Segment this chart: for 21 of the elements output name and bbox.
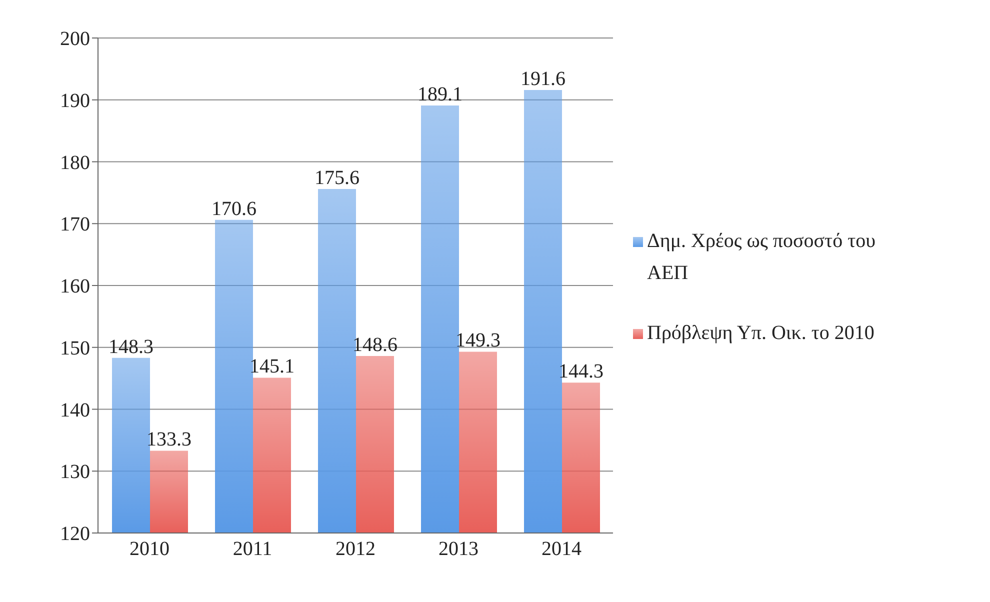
y-tick-label: 150 (60, 337, 90, 360)
data-label: 189.1 (418, 83, 462, 106)
y-tick-label: 170 (60, 214, 90, 236)
data-label: 191.6 (520, 68, 566, 90)
legend-label: Πρόβλεψη Υπ. Οικ. το 2010 (647, 320, 874, 346)
x-tick-label: 2014 (542, 538, 582, 560)
data-label: 148.3 (108, 336, 154, 358)
y-tick-label: 200 (60, 28, 90, 50)
x-tick-label: 2010 (130, 538, 170, 560)
y-tick-label: 120 (60, 523, 90, 546)
y-tick-label: 160 (60, 276, 90, 298)
x-tick-label: 2012 (336, 538, 376, 560)
x-tick-label: 2013 (438, 538, 478, 560)
y-tick-label: 130 (60, 461, 90, 484)
y-tick-label: 140 (60, 399, 90, 422)
data-label: 175.6 (314, 166, 360, 189)
y-tick-label: 190 (60, 90, 90, 112)
x-tick-label: 2011 (232, 538, 272, 560)
y-tick-label: 180 (60, 152, 90, 174)
legend-label: Δημ. Χρέος ως ποσοστό του ΑΕΠ (647, 228, 877, 286)
data-label: 170.6 (212, 198, 256, 220)
